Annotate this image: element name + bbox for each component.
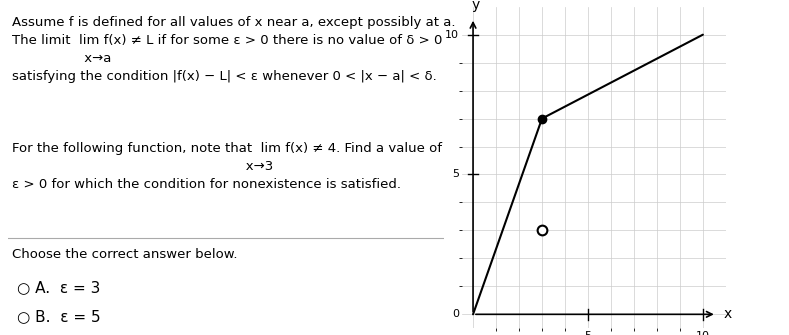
Text: Choose the correct answer below.: Choose the correct answer below. <box>13 248 237 261</box>
Text: 10: 10 <box>445 30 459 40</box>
Text: 10: 10 <box>696 331 710 335</box>
Text: 5: 5 <box>452 170 459 180</box>
Text: 0: 0 <box>452 309 459 319</box>
Text: ○ A.  ε = 3: ○ A. ε = 3 <box>17 280 100 295</box>
Text: y: y <box>471 0 480 12</box>
Text: Assume f is defined for all values of x near a, except possibly at a.
The limit : Assume f is defined for all values of x … <box>13 16 456 83</box>
Text: x: x <box>724 307 732 321</box>
Text: ○ B.  ε = 5: ○ B. ε = 5 <box>17 309 100 324</box>
Text: 5: 5 <box>585 331 592 335</box>
Text: For the following function, note that  lim f(x) ≠ 4. Find a value of
           : For the following function, note that li… <box>13 142 443 191</box>
